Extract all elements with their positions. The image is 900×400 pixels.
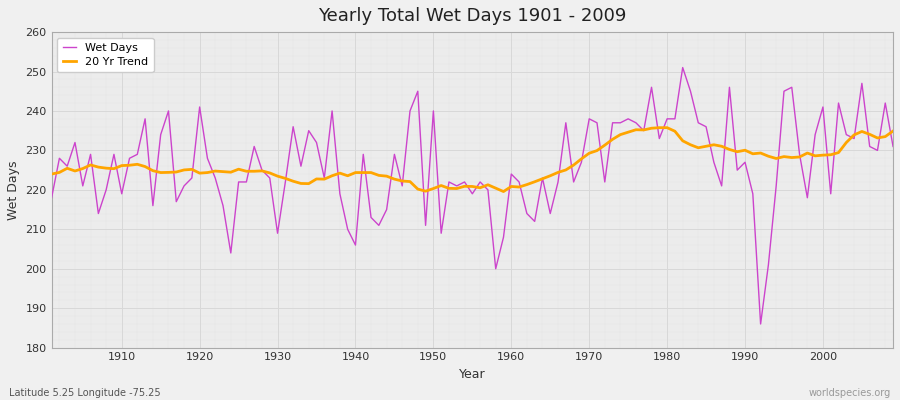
- Title: Yearly Total Wet Days 1901 - 2009: Yearly Total Wet Days 1901 - 2009: [318, 7, 626, 25]
- Wet Days: [599, 180, 610, 184]
- Y-axis label: Wet Days: Wet Days: [7, 160, 20, 220]
- Wet Days: [46, 195, 57, 200]
- X-axis label: Year: Year: [459, 368, 486, 381]
- Wet Days: [498, 235, 508, 240]
- 20 Yr Trend: [46, 172, 57, 176]
- Wet Days: [506, 172, 517, 176]
- 20 Yr Trend: [654, 125, 665, 130]
- Text: Latitude 5.25 Longitude -75.25: Latitude 5.25 Longitude -75.25: [9, 388, 160, 398]
- 20 Yr Trend: [280, 176, 291, 181]
- 20 Yr Trend: [506, 184, 517, 189]
- Wet Days: [280, 180, 291, 184]
- 20 Yr Trend: [514, 185, 525, 190]
- Legend: Wet Days, 20 Yr Trend: Wet Days, 20 Yr Trend: [58, 38, 154, 72]
- Line: 20 Yr Trend: 20 Yr Trend: [51, 128, 893, 192]
- Wet Days: [887, 144, 898, 149]
- Wet Days: [755, 322, 766, 326]
- Wet Days: [327, 108, 338, 113]
- Wet Days: [678, 65, 688, 70]
- Line: Wet Days: Wet Days: [51, 68, 893, 324]
- Wet Days: [109, 152, 120, 157]
- 20 Yr Trend: [498, 189, 508, 194]
- Text: worldspecies.org: worldspecies.org: [809, 388, 891, 398]
- 20 Yr Trend: [887, 129, 898, 134]
- 20 Yr Trend: [608, 137, 618, 142]
- 20 Yr Trend: [109, 166, 120, 171]
- 20 Yr Trend: [327, 173, 338, 178]
